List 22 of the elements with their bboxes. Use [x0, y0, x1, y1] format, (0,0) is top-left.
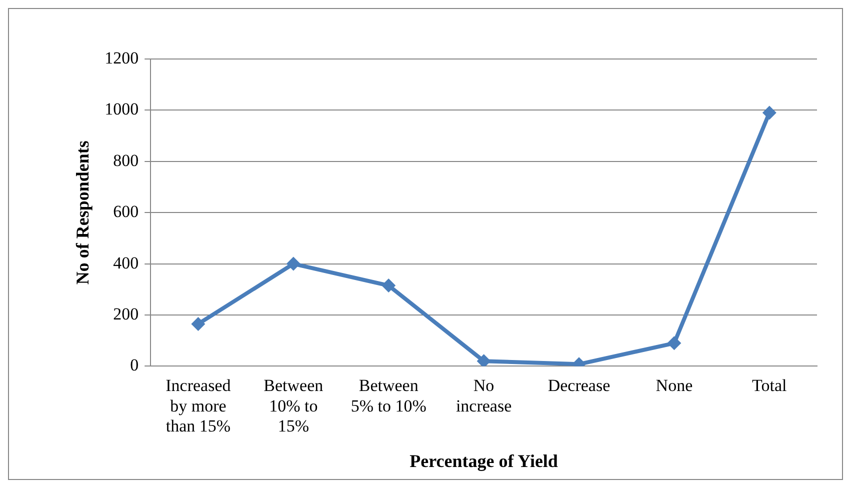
x-tick-label: Total [752, 376, 788, 395]
y-tick-label: 600 [113, 202, 139, 222]
y-tick-label: 1000 [104, 100, 139, 119]
x-tick-label: Between 10% to 15% [264, 376, 324, 436]
point [286, 256, 300, 271]
point [476, 354, 491, 366]
x-tick-label: Between 5% to 10% [350, 376, 426, 416]
point [762, 106, 776, 120]
x-axis-title: Percentage of Yield [410, 450, 558, 471]
y-tick-label: 400 [113, 253, 139, 272]
point [382, 278, 396, 293]
x-tick-label: No increase [456, 376, 512, 416]
y-tick-label: 1200 [104, 48, 139, 68]
point [191, 316, 206, 331]
y-axis-title: No of Respondents [72, 140, 92, 285]
y-tick-label: 200 [113, 304, 139, 324]
x-tick-label: None [656, 376, 693, 395]
point [667, 336, 682, 350]
y-tick-label: 800 [113, 150, 139, 170]
y-tick-label: 0 [130, 356, 139, 375]
x-tick-label: Decrease [548, 376, 610, 395]
x-tick-label: Increased by more than 15% [166, 376, 232, 436]
